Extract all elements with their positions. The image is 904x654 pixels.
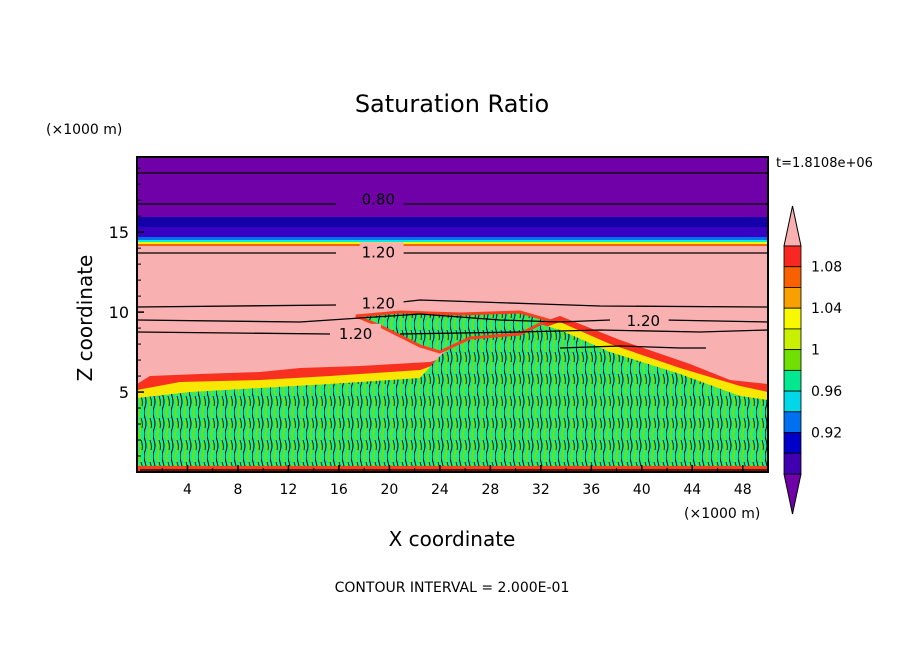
cloud-plume <box>355 310 553 354</box>
dry-band-2 <box>137 227 768 237</box>
colorbar-level-label: 1.04 <box>811 301 842 317</box>
contour-label-bg <box>624 311 669 329</box>
colorbar-swatch <box>783 349 802 371</box>
transition-band-4 <box>137 244 768 246</box>
colorbar-bottom-arrow <box>783 473 802 515</box>
colorbar-swatch <box>783 390 802 413</box>
x-tick-label: 48 <box>734 482 752 498</box>
colorbar-top-arrow <box>783 205 802 247</box>
plot-area <box>137 157 768 472</box>
x-unit-label: (×1000 m) <box>684 506 760 522</box>
contour-lines <box>137 172 768 471</box>
contour-label: 1.20 <box>339 325 372 343</box>
surface-red-band <box>137 466 768 472</box>
x-tick-label: 16 <box>330 482 348 498</box>
colorbar-level-label: 1 <box>811 343 820 359</box>
x-tick-label: 40 <box>633 482 651 498</box>
y-axis-label: Z coordinate <box>73 255 97 382</box>
contour-label-bg <box>336 323 381 341</box>
x-tick-label: 32 <box>532 482 550 498</box>
contour-label: 0.80 <box>362 191 395 209</box>
colorbar: 1.08 1.04 1 0.96 0.92 <box>783 205 842 515</box>
x-axis-ticks: 4 8 12 16 20 24 28 32 36 40 44 48 <box>161 465 752 498</box>
transition-band-1 <box>137 237 768 240</box>
contour-labels: 0.80 1.20 1.20 1.20 1.20 <box>336 189 669 343</box>
contour-label: 1.20 <box>627 312 660 330</box>
contour-label-bg <box>359 242 404 260</box>
x-tick-label: 4 <box>183 482 192 498</box>
colorbar-swatch <box>783 328 802 351</box>
contour-label-bg <box>359 189 404 207</box>
colorbar-swatch <box>783 266 802 288</box>
colorbar-level-label: 0.92 <box>811 426 842 442</box>
dry-band-1 <box>137 217 768 227</box>
x-tick-label: 44 <box>683 482 701 498</box>
y-tick-label: 10 <box>109 303 129 322</box>
y-unit-label: (×1000 m) <box>46 122 122 138</box>
colorbar-level-label: 1.08 <box>811 260 842 276</box>
turbulent-layer <box>137 318 768 472</box>
transition-band-2 <box>137 240 768 242</box>
chart-title: Saturation Ratio <box>355 90 549 118</box>
y-tick-label: 5 <box>119 383 129 402</box>
transition-band-3 <box>137 242 768 244</box>
x-tick-label: 20 <box>380 482 398 498</box>
colorbar-swatch <box>783 287 802 309</box>
x-tick-label: 12 <box>280 482 298 498</box>
contour-interval-footer: CONTOUR INTERVAL = 2.000E-01 <box>335 580 570 596</box>
x-tick-label: 24 <box>431 482 449 498</box>
colorbar-swatch <box>783 307 802 330</box>
y-tick-label: 15 <box>109 223 129 242</box>
x-tick-label: 36 <box>582 482 600 498</box>
colorbar-swatch <box>783 411 802 433</box>
contour-label-bg <box>359 293 404 311</box>
x-tick-label: 28 <box>481 482 499 498</box>
colorbar-swatch <box>783 432 802 454</box>
colorbar-swatch <box>783 369 802 392</box>
time-label: t=1.8108e+06 <box>776 156 873 171</box>
plot-frame <box>136 156 769 473</box>
x-axis-label: X coordinate <box>389 527 516 551</box>
colorbar-swatch <box>783 245 802 268</box>
colorbar-level-label: 0.96 <box>811 384 842 400</box>
colorbar-swatch <box>783 452 802 475</box>
contour-label: 1.20 <box>362 295 395 313</box>
contour-label: 1.20 <box>362 243 395 261</box>
dry-layer-fill <box>137 157 768 217</box>
x-tick-label: 8 <box>233 482 242 498</box>
y-axis-ticks: 5 10 15 <box>109 167 144 457</box>
